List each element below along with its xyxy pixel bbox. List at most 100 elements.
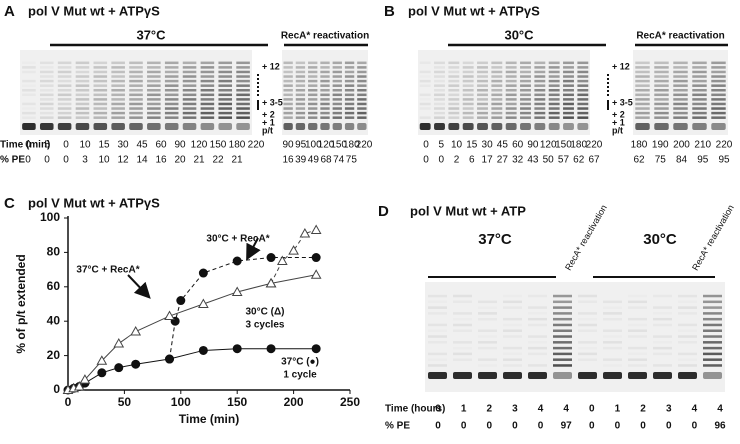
- cell: 0: [486, 421, 492, 432]
- cell: 90: [174, 140, 186, 151]
- gel-band: [711, 79, 726, 83]
- cell: 10: [451, 140, 463, 151]
- gel-band: [520, 89, 531, 92]
- gel-band: [673, 66, 688, 69]
- gel-band: [236, 107, 250, 110]
- point: [288, 245, 299, 255]
- gel-band: [22, 123, 36, 130]
- gel-band: [448, 61, 460, 65]
- cell: 62: [633, 155, 645, 166]
- cell: 3: [666, 404, 672, 415]
- gel-band: [344, 102, 355, 106]
- gel-band: [75, 75, 90, 78]
- y-tick-label: 40: [47, 313, 61, 327]
- gel-band: [164, 111, 179, 115]
- gel-band: [654, 89, 669, 92]
- gel-band: [654, 107, 669, 110]
- gel-band: [147, 84, 161, 87]
- gel-band: [711, 84, 726, 87]
- gel-band: [320, 116, 330, 119]
- gel-band: [200, 66, 215, 69]
- point: [176, 296, 186, 306]
- gel-band: [711, 75, 726, 78]
- gel-band: [218, 107, 233, 110]
- gel-band: [534, 107, 546, 110]
- gel-band: [357, 123, 367, 130]
- gel-band: [703, 364, 722, 367]
- gel-band: [628, 306, 647, 309]
- panel-title: pol V Mut wt + ATP: [410, 203, 526, 218]
- gel-band: [419, 116, 431, 119]
- gel-band: [578, 294, 597, 298]
- point: [265, 277, 277, 288]
- gel-band: [218, 89, 233, 92]
- gel-band: [553, 346, 572, 350]
- gel-band: [563, 89, 574, 92]
- gel-band: [129, 98, 143, 101]
- arrow: [127, 274, 151, 299]
- point: [232, 344, 242, 354]
- gel-band: [182, 89, 197, 92]
- gel-band: [528, 312, 547, 315]
- gel-band: [505, 79, 517, 83]
- cell: 0: [692, 421, 698, 432]
- point: [130, 326, 142, 336]
- gel-band: [111, 102, 125, 106]
- gel-band: [528, 294, 547, 298]
- gel-band: [200, 93, 215, 97]
- gel-band: [453, 294, 472, 298]
- band-label: p/t: [262, 125, 273, 135]
- gel-band: [357, 79, 367, 83]
- gel-band: [434, 70, 445, 74]
- gel-band: [218, 75, 233, 78]
- gel-band: [520, 79, 531, 83]
- gel-band: [692, 102, 707, 106]
- gel-band: [75, 107, 90, 110]
- gel-band: [332, 116, 342, 119]
- gel-band: [200, 61, 215, 65]
- gel-band: [503, 295, 522, 298]
- gel-band: [295, 123, 306, 130]
- gel-band: [129, 70, 143, 74]
- gel-band: [577, 70, 589, 74]
- gel-band: [462, 93, 474, 97]
- point: [198, 345, 208, 355]
- gel-band: [39, 111, 54, 115]
- gel-band: [477, 123, 488, 130]
- gel-band: [434, 107, 445, 110]
- gel-band: [635, 93, 650, 97]
- gel-band: [93, 123, 108, 130]
- gel-band: [164, 107, 179, 110]
- gel-band: [548, 79, 560, 83]
- gel-band: [673, 107, 688, 110]
- gel-band: [182, 123, 197, 130]
- gel-band: [635, 89, 650, 92]
- gel-band: [182, 66, 197, 69]
- gel-band: [182, 61, 197, 65]
- gel-band: [477, 66, 488, 69]
- gel-band: [147, 102, 161, 106]
- gel-band: [428, 372, 447, 379]
- gel-band: [491, 98, 503, 101]
- band-label: p/t: [612, 125, 623, 135]
- gel-band: [711, 70, 726, 74]
- gel-band: [39, 107, 54, 110]
- gel-band: [628, 324, 647, 327]
- gel-band: [39, 89, 54, 92]
- gel-band: [603, 306, 622, 309]
- gel-band: [678, 352, 697, 356]
- cell: 120: [318, 140, 335, 151]
- cell: 0: [423, 155, 429, 166]
- gel-band: [603, 300, 622, 304]
- gel-band: [462, 102, 474, 106]
- gel-band: [548, 123, 560, 130]
- gel-band: [505, 75, 517, 78]
- gel-band: [164, 89, 179, 92]
- gel-band: [548, 75, 560, 78]
- gel-band: [434, 102, 445, 106]
- gel-band: [320, 75, 330, 78]
- gel-band: [147, 79, 161, 83]
- band-label: + 12: [612, 61, 630, 71]
- gel-band: [477, 107, 488, 110]
- series-label: 30°C (Δ): [246, 307, 285, 318]
